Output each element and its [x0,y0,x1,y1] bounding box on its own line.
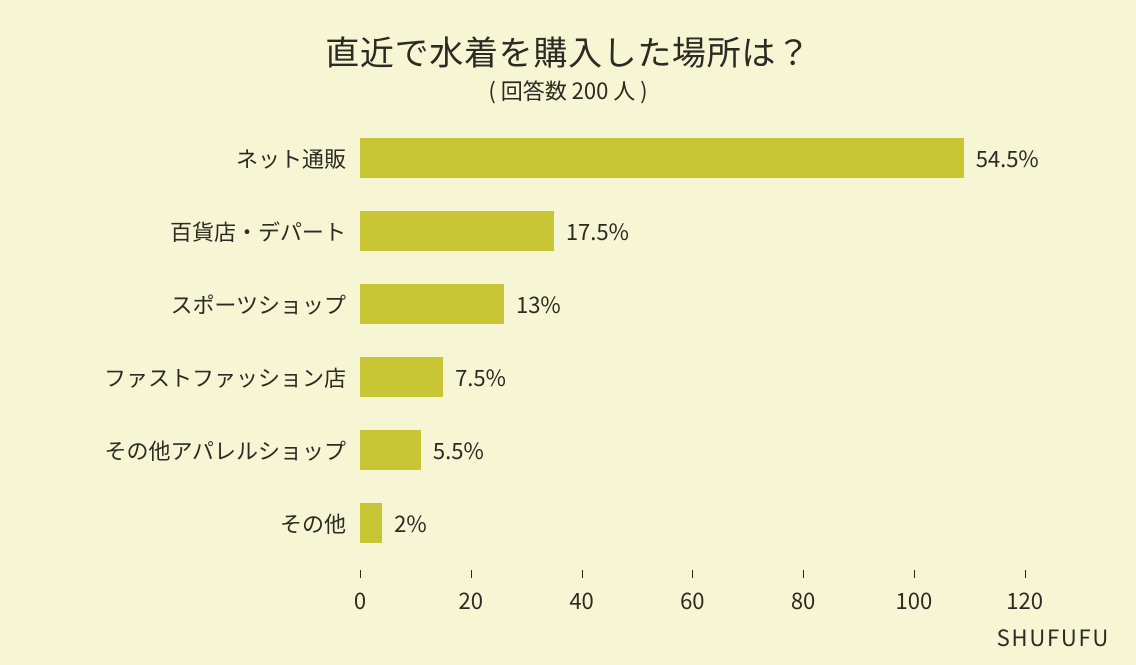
value-label: 54.5% [976,142,1039,174]
category-label: スポーツショップ [170,288,360,320]
bar [360,211,554,251]
category-label: ネット通販 [236,142,360,174]
chart-row: その他アパレルショップ5.5% [360,430,1080,470]
bar [360,284,504,324]
x-tick-label: 80 [791,584,815,616]
chart-root: 直近で水着を購入した場所は？ ( 回答数 200 人 ) ネット通販54.5%百… [0,0,1136,665]
chart-row: ファストファッション店7.5% [360,357,1080,397]
x-tick-label: 0 [354,584,366,616]
category-label: ファストファッション店 [104,361,360,393]
bar [360,430,421,470]
x-tick-mark [471,570,472,578]
x-tick-mark [803,570,804,578]
category-label: その他アパレルショップ [104,434,360,466]
category-label: 百貨店・デパート [170,215,360,247]
chart-row: スポーツショップ13% [360,284,1080,324]
value-label: 7.5% [455,361,506,393]
chart-subtitle: ( 回答数 200 人 ) [0,74,1136,106]
chart-row: その他2% [360,503,1080,543]
plot-area: ネット通販54.5% 百貨店・デパート17.5% スポーツショップ13% ファストファ… [360,130,1080,570]
x-tick-label: 20 [459,584,483,616]
x-tick-mark [582,570,583,578]
x-tick-label: 40 [569,584,593,616]
x-tick-label: 120 [1006,584,1043,616]
value-label: 2% [394,507,426,539]
watermark: SHUFUFU [997,621,1110,653]
chart-row: 百貨店・デパート17.5% [360,211,1080,251]
bar [360,503,382,543]
value-label: 17.5% [566,215,629,247]
x-tick-mark [360,570,361,578]
value-label: 13% [516,288,561,320]
bar [360,138,964,178]
chart-row: ネット通販54.5% [360,138,1080,178]
bar [360,357,443,397]
x-tick-mark [1025,570,1026,578]
x-tick-label: 60 [680,584,704,616]
x-tick-mark [914,570,915,578]
x-tick-mark [692,570,693,578]
x-tick-label: 100 [896,584,933,616]
value-label: 5.5% [433,434,484,466]
chart-title: 直近で水着を購入した場所は？ [0,26,1136,75]
category-label: その他 [280,507,360,539]
